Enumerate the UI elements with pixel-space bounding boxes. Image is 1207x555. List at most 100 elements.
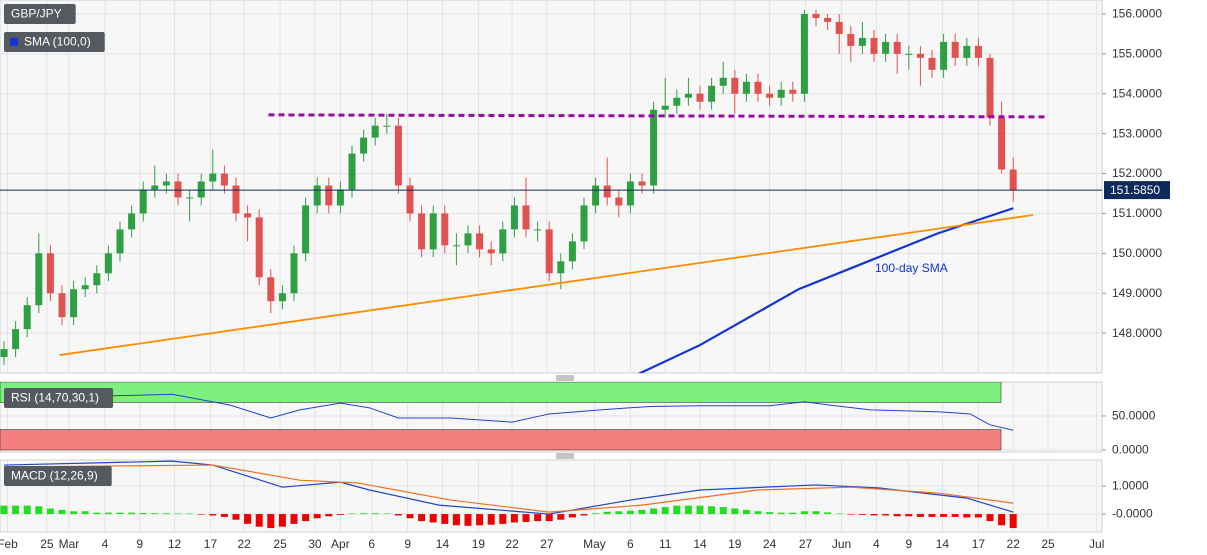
candle-body [325, 185, 333, 206]
candle-body [116, 229, 124, 254]
histogram-bar [58, 509, 66, 515]
price-panel [0, 0, 1103, 374]
histogram-bar [951, 514, 959, 517]
candle-body [986, 57, 994, 118]
histogram-bar [151, 513, 159, 515]
candle-body [360, 137, 368, 154]
macd-line [3, 464, 1014, 513]
candle-body [58, 293, 66, 318]
legend-box-bg [4, 388, 114, 408]
annotation: 100-day SMA [875, 261, 948, 275]
histogram-bar [615, 511, 623, 515]
histogram-bar [278, 514, 286, 527]
candle-body [406, 185, 414, 214]
histogram-bar [290, 514, 298, 524]
panel-handle[interactable] [556, 453, 574, 459]
histogram-bar [777, 512, 785, 515]
histogram-bar [0, 505, 8, 515]
x-tick-label: 4 [873, 537, 880, 551]
candle-body [0, 349, 8, 358]
x-tick-label: 6 [627, 537, 634, 551]
candle-body [394, 125, 402, 186]
histogram-bar [684, 505, 692, 515]
candle-body [731, 77, 739, 94]
panel-handle[interactable] [556, 375, 574, 381]
y-tick-label: 152.0000 [1112, 166, 1162, 180]
x-tick-label: 22 [505, 537, 519, 551]
overlay-line [59, 214, 1034, 356]
histogram-bar [754, 511, 762, 515]
x-tick-label: 9 [905, 537, 912, 551]
y-tick-label: -0.0000 [1112, 507, 1153, 521]
candle-body [882, 41, 890, 54]
histogram-bar [708, 506, 716, 515]
candle-body [754, 81, 762, 94]
histogram-bar [719, 507, 727, 515]
rsi-line [4, 393, 1014, 431]
histogram-bar [882, 514, 890, 516]
candle-body [847, 33, 855, 46]
x-tick-label: 19 [472, 537, 486, 551]
candle-body [603, 185, 611, 198]
candle-body [742, 81, 750, 94]
candle-body [12, 329, 20, 350]
candle-body [70, 289, 78, 318]
histogram-bar [348, 513, 356, 515]
histogram-bar [325, 514, 333, 517]
candle-body [139, 189, 147, 214]
y-tick-label: 153.0000 [1112, 126, 1162, 140]
histogram-bar [302, 514, 310, 522]
histogram-bar [928, 514, 936, 517]
candle-body [534, 229, 542, 231]
candle-body [104, 253, 112, 274]
candle-body [777, 89, 785, 98]
candle-body [151, 185, 159, 190]
histogram-bar [360, 513, 368, 515]
histogram-bar [568, 514, 576, 518]
candle-body [592, 185, 600, 206]
histogram-bar [580, 514, 588, 516]
x-tick-label: 17 [204, 537, 218, 551]
candle-body [162, 181, 170, 186]
histogram-bar [800, 511, 808, 515]
histogram-bar [592, 513, 600, 515]
candle-body [128, 213, 136, 230]
candle-body [418, 213, 426, 250]
histogram-bar [174, 513, 182, 515]
histogram-bar [12, 505, 20, 515]
y-tick-label: 154.0000 [1112, 86, 1162, 100]
histogram-bar [974, 514, 982, 518]
candle-body [186, 197, 194, 199]
histogram-bar [162, 513, 170, 515]
histogram-bar [824, 512, 832, 515]
histogram-bar [209, 514, 217, 516]
candle-body [441, 213, 449, 246]
y-tick-label: 150.0000 [1112, 246, 1162, 260]
histogram-bar [522, 514, 530, 522]
histogram-bar [893, 514, 901, 517]
histogram-bar [452, 514, 460, 526]
legend-label: RSI (14,70,30,1) [11, 391, 99, 405]
candle-body [371, 125, 379, 138]
x-tick-label: 6 [368, 537, 375, 551]
x-tick-label: Jul [1089, 537, 1104, 551]
candle-body [719, 77, 727, 86]
histogram-bar [464, 514, 472, 526]
histogram-bar [626, 510, 634, 515]
candle-body [673, 97, 681, 106]
legend-box-bg [4, 32, 105, 52]
x-tick-label: 14 [436, 537, 450, 551]
histogram-bar [557, 514, 565, 520]
x-tick-label: 27 [540, 537, 554, 551]
x-tick-label: 4 [102, 537, 109, 551]
candle-body [974, 45, 982, 58]
histogram-bar [336, 514, 344, 515]
histogram-bar [418, 514, 426, 522]
candle-body [789, 89, 797, 94]
candle-body [916, 53, 924, 58]
candle-body [336, 189, 344, 206]
x-tick-label: 25 [273, 537, 287, 551]
candle-body [522, 205, 530, 230]
candle-body [626, 181, 634, 206]
